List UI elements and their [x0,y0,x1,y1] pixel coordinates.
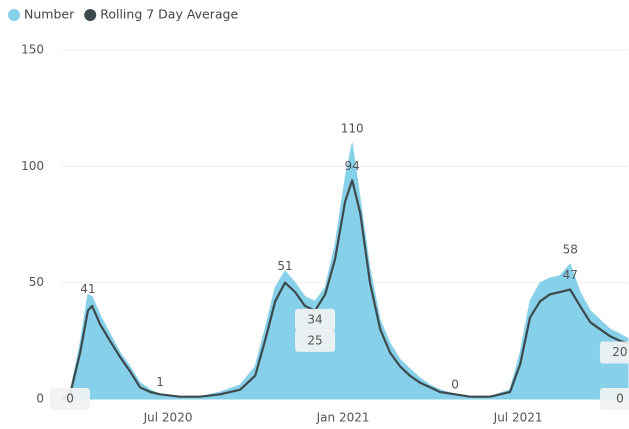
data-label-box: 0 [599,388,629,410]
legend-label: Number [24,7,75,22]
data-label: 58 [563,243,578,257]
data-label-box: 25 [295,329,336,352]
legend-swatch [84,9,97,21]
data-label: 0 [616,392,624,406]
y-tick-label: 0 [36,392,44,406]
label-box [599,388,629,410]
data-label: 34 [307,312,322,326]
data-label: 47 [563,268,578,282]
data-label: 41 [80,282,95,296]
average-line [61,179,629,400]
label-box [50,388,91,410]
data-label: 110 [341,122,364,136]
data-label: 0 [66,392,74,406]
number-area [60,143,629,400]
data-label-box: 34 [295,308,336,331]
data-label-box: 20 [599,341,629,364]
x-tick-label: Jul 2021 [493,411,543,425]
legend-swatch [8,9,20,21]
legend-label: Rolling 7 Day Average [100,7,238,22]
data-label: 1 [156,375,164,389]
y-tick-label: 50 [29,275,44,289]
data-label: 25 [307,333,322,347]
label-box [599,341,629,364]
data-label: 0 [451,378,459,392]
x-tick-label: Jan 2021 [316,411,370,425]
x-tick-label: Jul 2020 [143,411,193,425]
y-tick-label: 150 [21,43,44,57]
label-box [295,329,336,352]
label-box [295,308,336,331]
data-label-box: 0 [50,388,91,410]
data-label: 94 [345,159,360,173]
y-tick-label: 100 [21,159,44,173]
data-label: 51 [277,259,292,273]
data-label: 20 [612,345,627,359]
